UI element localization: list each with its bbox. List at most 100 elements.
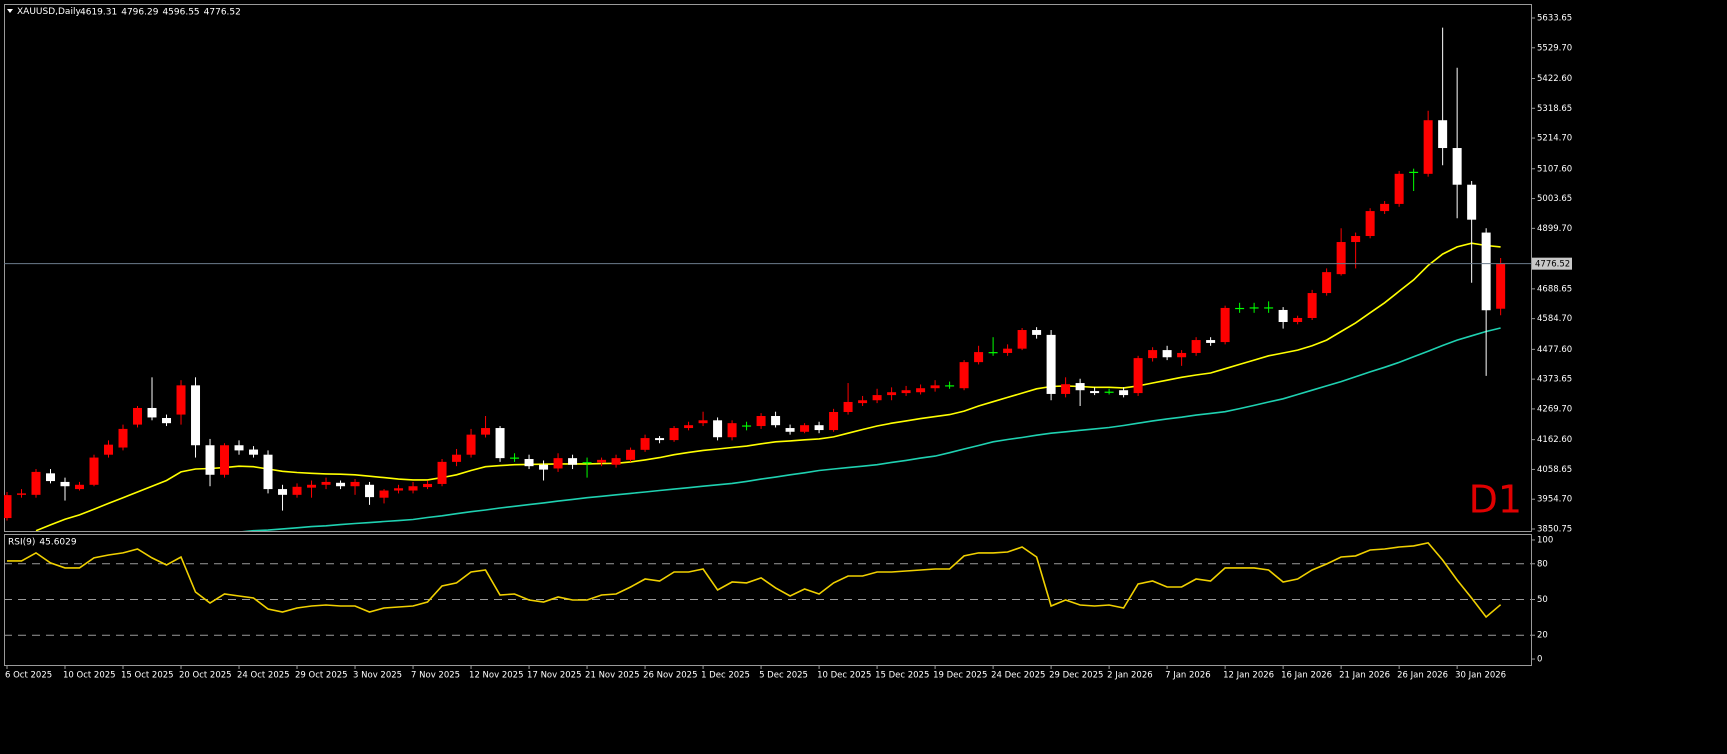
candle-body	[321, 481, 331, 485]
y-tick-label: 5107.60	[1537, 164, 1572, 174]
y-tick-label: 4162.60	[1537, 435, 1572, 445]
candle-body	[727, 423, 737, 438]
candle-body	[31, 471, 41, 495]
candle-body	[263, 454, 273, 490]
x-tick-label: 26 Nov 2025	[643, 671, 697, 681]
candle-body	[220, 445, 230, 475]
candle-body	[495, 428, 505, 459]
y-tick-label: 3850.75	[1537, 525, 1572, 535]
candle-body	[524, 459, 534, 467]
y-tick-label: 4373.65	[1537, 375, 1572, 385]
candle-body	[278, 489, 288, 495]
candle-body	[626, 449, 636, 460]
main-plot	[4, 27, 1531, 531]
x-tick-label: 10 Oct 2025	[63, 671, 116, 681]
candle-body	[1177, 352, 1187, 358]
candle-body	[147, 407, 157, 418]
candle-body	[1322, 272, 1332, 294]
candle-body	[1148, 350, 1158, 359]
candle-body	[4, 495, 12, 519]
candle-body	[1278, 309, 1288, 322]
x-tick-label: 24 Dec 2025	[991, 671, 1045, 681]
x-tick-label: 15 Dec 2025	[875, 671, 929, 681]
x-tick-label: 15 Oct 2025	[121, 671, 174, 681]
candle-body	[959, 362, 969, 389]
candle-body	[1481, 232, 1491, 311]
candle-body	[974, 352, 984, 363]
y-tick-label: 50	[1537, 595, 1548, 605]
candle-body	[785, 428, 795, 432]
candle-body	[1191, 340, 1201, 353]
candle-body	[205, 445, 215, 475]
x-tick-label: 26 Jan 2026	[1397, 671, 1448, 681]
y-tick-label: 5633.65	[1537, 13, 1572, 23]
candle-body	[336, 482, 346, 487]
candle-body	[1090, 391, 1100, 394]
candle-body	[118, 428, 128, 448]
candle-body	[307, 484, 317, 488]
x-tick-label: 20 Oct 2025	[179, 671, 232, 681]
candle-body	[568, 458, 578, 465]
candle-body	[1119, 390, 1129, 396]
y-tick-label: 0	[1537, 655, 1542, 665]
moving-average-line	[35, 242, 1501, 531]
candle-body	[655, 438, 665, 441]
candle-body	[1452, 148, 1462, 185]
candle-body	[800, 425, 810, 432]
y-tick-label: 4058.65	[1537, 465, 1572, 475]
candle-body	[843, 401, 853, 412]
current-price-box	[1532, 257, 1572, 270]
candle-body	[611, 458, 621, 465]
x-tick-label: 16 Jan 2026	[1281, 671, 1332, 681]
y-tick-label: 4899.70	[1537, 224, 1572, 234]
x-tick-label: 10 Dec 2025	[817, 671, 871, 681]
x-tick-label: 5 Dec 2025	[759, 671, 808, 681]
x-tick-label: 7 Nov 2025	[411, 671, 460, 681]
ohlc-readout: 4619.31 4796.29 4596.55 4776.52	[80, 7, 241, 17]
candle-body	[1307, 293, 1317, 318]
y-tick-label: 3954.70	[1537, 495, 1572, 505]
timeframe-label: D1	[1469, 478, 1522, 522]
y-tick-label: 5214.70	[1537, 134, 1572, 144]
x-tick-label: 30 Jan 2026	[1455, 671, 1506, 681]
candle-body	[1061, 384, 1071, 394]
candle-body	[756, 416, 766, 427]
x-tick-label: 1 Dec 2025	[701, 671, 750, 681]
high-value: 4796.29	[121, 7, 158, 17]
x-tick-label: 12 Nov 2025	[469, 671, 523, 681]
candle-body	[466, 434, 476, 455]
candle-body	[104, 444, 114, 455]
y-tick-label: 20	[1537, 631, 1548, 641]
candle-body	[1496, 263, 1506, 309]
rsi-plot	[4, 542, 1531, 636]
main-pane-frame	[4, 4, 1532, 532]
candle-body	[684, 425, 694, 429]
candle-body	[191, 385, 201, 446]
y-tick-label: 80	[1537, 559, 1548, 569]
low-value: 4596.55	[162, 7, 199, 17]
candle-body	[452, 454, 462, 462]
x-tick-label: 29 Oct 2025	[295, 671, 348, 681]
candle-body	[1336, 242, 1346, 275]
candle-body	[133, 407, 143, 425]
candle-body	[365, 484, 375, 498]
candle-body	[829, 411, 839, 431]
candle-body	[1438, 120, 1448, 149]
rsi-title: RSI(9)	[8, 537, 35, 547]
x-tick-label: 6 Oct 2025	[5, 671, 52, 681]
menu-triangle[interactable]	[7, 9, 13, 13]
candle-body	[408, 486, 418, 491]
y-tick-label: 5318.65	[1537, 104, 1572, 114]
candle-body	[249, 449, 259, 455]
candle-body	[930, 385, 940, 389]
x-tick-label: 3 Nov 2025	[353, 671, 402, 681]
candle-body	[916, 388, 926, 393]
candle-body	[1206, 340, 1216, 343]
candle-body	[437, 461, 447, 484]
close-value: 4776.52	[204, 7, 241, 17]
candle-body	[872, 395, 882, 401]
candle-body	[379, 490, 389, 498]
y-tick-label: 5422.60	[1537, 74, 1572, 84]
candle-body	[814, 425, 824, 431]
y-tick-label: 4584.70	[1537, 314, 1572, 324]
